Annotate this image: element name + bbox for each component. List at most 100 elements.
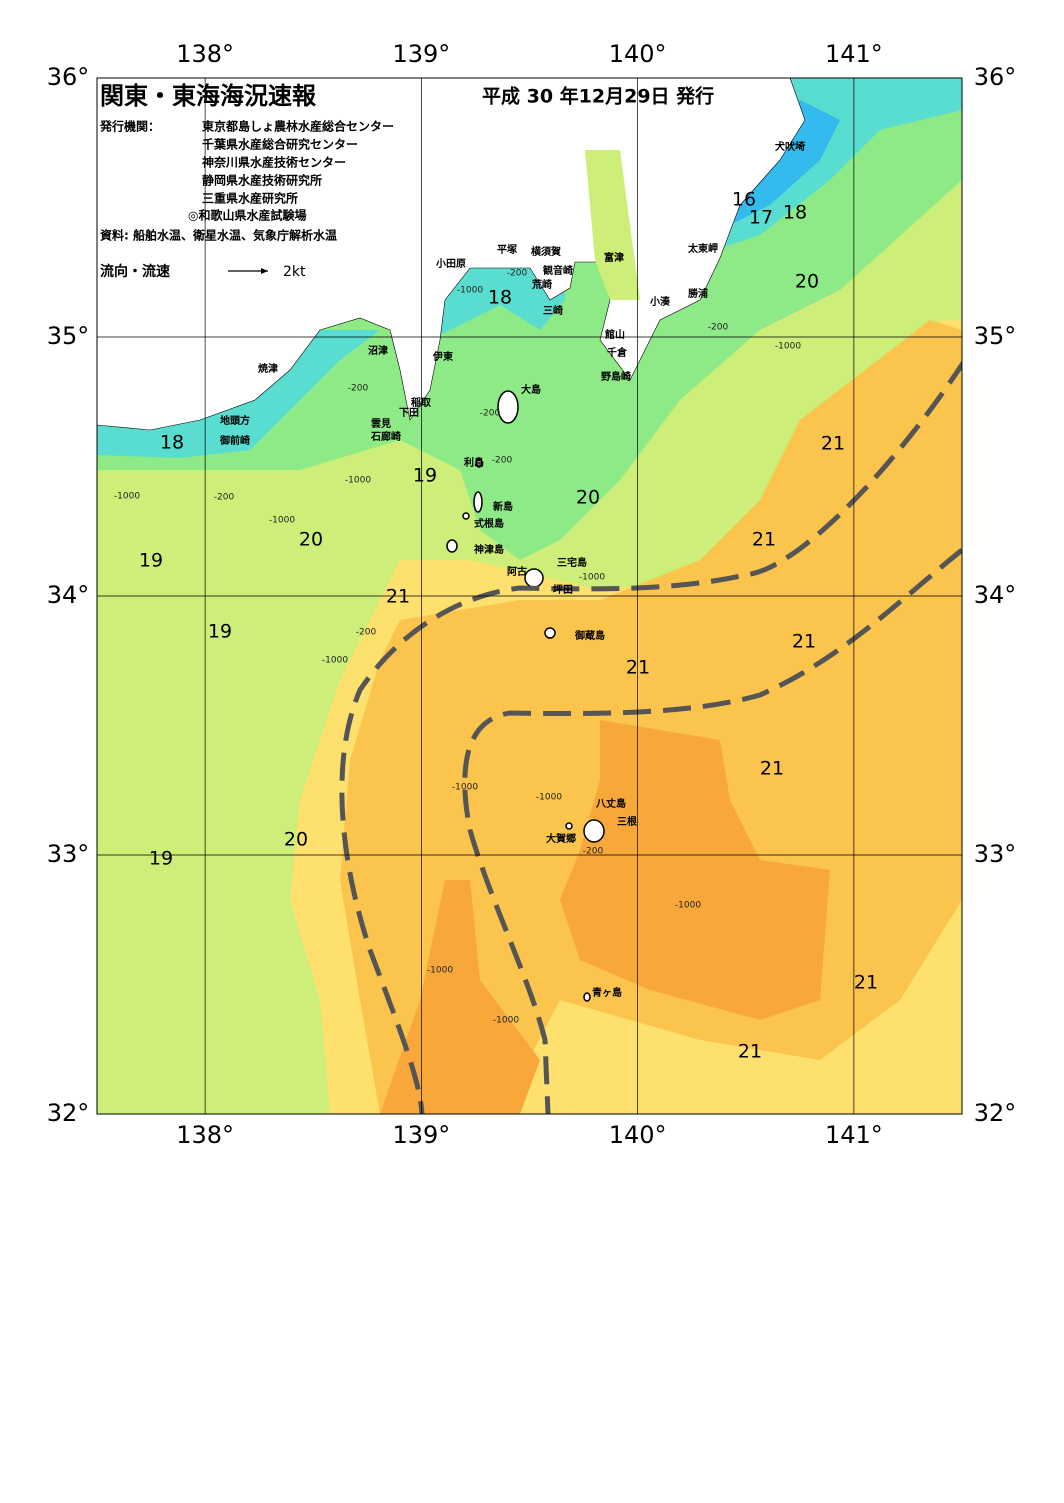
- lon-label: 140°: [609, 1121, 667, 1149]
- place-name: 太東岬: [687, 242, 718, 255]
- place-name: 地頭方: [220, 414, 250, 427]
- isotherm-label: 20: [284, 829, 308, 851]
- isotherm-label: 21: [854, 972, 878, 994]
- title: 関東・東海海況速報: [100, 82, 317, 110]
- isotherm-label: 19: [208, 621, 232, 643]
- lon-label: 138°: [176, 1121, 234, 1149]
- lon-label: 141°: [825, 1121, 883, 1149]
- publisher: 千葉県水産総合研究センター: [202, 137, 358, 152]
- depth-label: -200: [492, 456, 513, 466]
- isotherm-label: 19: [413, 465, 437, 487]
- depth-label: -1000: [775, 342, 801, 352]
- lat-label: 36°: [974, 63, 1017, 91]
- depth-label: -200: [356, 628, 377, 638]
- issue-date: 平成 30 年12月29日 発行: [482, 85, 714, 108]
- depth-label: -1000: [452, 783, 478, 793]
- lat-label: 35°: [974, 322, 1017, 350]
- isotherm-label: 18: [160, 432, 184, 454]
- lat-label: 34°: [974, 581, 1017, 609]
- land: [97, 78, 806, 431]
- depth-label: -200: [214, 493, 235, 503]
- lon-label: 138°: [176, 40, 234, 68]
- publisher: 三重県水産研究所: [202, 191, 298, 206]
- place-name: 御蔵島: [574, 629, 605, 642]
- place-name: 石廊崎: [370, 430, 401, 443]
- place-name: 八丈島: [595, 797, 626, 810]
- place-name: 横須賀: [531, 245, 561, 258]
- publisher: 静岡県水産技術研究所: [202, 173, 322, 188]
- publisher: 神奈川県水産技術センター: [202, 155, 346, 170]
- depth-label: -1000: [114, 492, 140, 502]
- lat-label: 33°: [974, 840, 1017, 868]
- lon-label: 140°: [609, 40, 667, 68]
- depth-label: -1000: [322, 656, 348, 666]
- place-name: 平塚: [497, 243, 517, 256]
- isotherm-label: 21: [792, 631, 816, 653]
- depth-label: -200: [708, 323, 729, 333]
- depth-label: -1000: [345, 476, 371, 486]
- depth-label: -200: [583, 847, 604, 857]
- current-axis: [339, 360, 962, 1114]
- place-name: 三根: [617, 815, 637, 828]
- lat-label: 32°: [47, 1099, 90, 1127]
- depth-label: -1000: [427, 966, 453, 976]
- depth-label: -1000: [675, 901, 701, 911]
- isotherm-label: 17: [749, 207, 773, 229]
- isotherm-label: 16: [732, 189, 756, 211]
- isotherm-label: 21: [752, 529, 776, 551]
- place-name: 小湊: [649, 295, 671, 308]
- place-name: 三宅島: [557, 556, 587, 569]
- place-name: 沼津: [368, 344, 388, 357]
- depth-label: -1000: [493, 1016, 519, 1026]
- place-name: 野島崎: [601, 370, 631, 383]
- lat-label: 35°: [47, 322, 90, 350]
- depth-label: -1000: [536, 793, 562, 803]
- lon-label: 141°: [825, 40, 883, 68]
- isotherm-label: 21: [626, 657, 650, 679]
- current-arrow-head: [261, 268, 268, 274]
- source: 資料: 船舶水温、衛星水温、気象庁解析水温: [100, 228, 337, 243]
- map-frame: [96, 77, 963, 1115]
- isotherm-label: 19: [149, 848, 173, 870]
- depth-label: -1000: [579, 573, 605, 583]
- lat-label: 34°: [47, 581, 90, 609]
- lon-label: 139°: [392, 1121, 450, 1149]
- lat-label: 32°: [974, 1099, 1017, 1127]
- publisher: ◎和歌山県水産試験場: [188, 208, 306, 223]
- place-name: 御前崎: [219, 434, 250, 447]
- place-name: 新島: [493, 500, 513, 513]
- depth-label: -1000: [457, 286, 483, 296]
- place-name: 大賀郷: [546, 832, 576, 845]
- depth-label: -200: [480, 409, 501, 419]
- depth-label: -200: [507, 269, 528, 279]
- place-name: 観音崎: [543, 264, 573, 277]
- place-name: 勝浦: [688, 287, 708, 300]
- isotherm-label: 21: [821, 433, 845, 455]
- isotherm-label: 19: [139, 550, 163, 572]
- lat-label: 33°: [47, 840, 90, 868]
- isotherm-label: 20: [576, 487, 600, 509]
- current-unit: 2kt: [283, 264, 306, 280]
- place-name: 青ヶ島: [592, 986, 622, 999]
- place-name: 富津: [604, 251, 624, 264]
- place-name: 伊東: [432, 350, 453, 363]
- place-name: 千倉: [607, 346, 628, 359]
- publisher: 東京都島しょ農林水産総合センター: [202, 119, 394, 134]
- depth-labels: -200 -1000 -200 -1000 -200 -200 -200 -1000 -200 -…: [114, 269, 801, 1026]
- isotherm-label: 21: [738, 1041, 762, 1063]
- place-name: 雲見: [371, 418, 391, 430]
- warmest-water: [380, 720, 830, 1114]
- isotherm-label: 18: [783, 202, 807, 224]
- isotherm-label: 18: [488, 287, 512, 309]
- depth-label: -200: [348, 384, 369, 394]
- place-name: 利島: [464, 456, 484, 469]
- depth-label: -1000: [269, 516, 295, 526]
- place-name: 小田原: [435, 257, 466, 270]
- islands: [446, 390, 605, 1002]
- place-name: 式根島: [474, 517, 504, 530]
- isotherm-label: 21: [760, 758, 784, 780]
- publisher-label: 発行機関：: [99, 119, 160, 134]
